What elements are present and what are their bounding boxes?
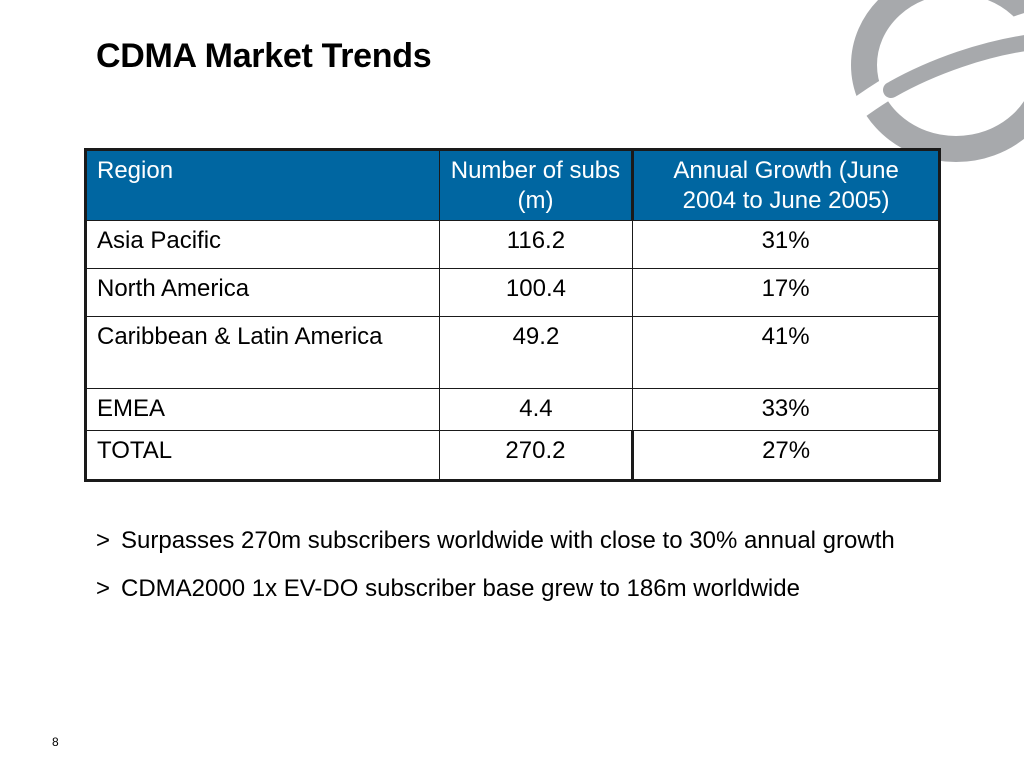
bullet-text: Surpasses 270m subscribers worldwide wit…	[121, 527, 895, 554]
region-cell: TOTAL	[84, 430, 440, 481]
table-row: Asia Pacific 116.2 31%	[84, 220, 941, 269]
growth-cell: 27%	[632, 430, 941, 481]
bullet-item: > CDMA2000 1x EV-DO subscriber base grew…	[96, 573, 896, 604]
table-row-total: TOTAL 270.2 27%	[84, 430, 941, 481]
region-cell: Caribbean & Latin America	[84, 316, 440, 389]
market-table: Region Number of subs (m) Annual Growth …	[84, 148, 941, 482]
subscribers-cell: 270.2	[438, 430, 635, 481]
growth-cell: 41%	[632, 316, 941, 389]
slide-title: CDMA Market Trends	[96, 37, 432, 75]
table-row: North America 100.4 17%	[84, 268, 941, 317]
growth-cell: 17%	[632, 268, 941, 317]
table-row: Caribbean & Latin America 49.2 41%	[84, 316, 941, 389]
subscribers-cell: 4.4	[438, 388, 634, 431]
header-annual-growth: Annual Growth (June 2004 to June 2005)	[632, 149, 941, 221]
table-header-row: Region Number of subs (m) Annual Growth …	[84, 149, 941, 221]
subscribers-cell: 116.2	[438, 220, 634, 269]
bullet-text: CDMA2000 1x EV-DO subscriber base grew t…	[121, 575, 800, 602]
growth-cell: 33%	[632, 388, 941, 431]
header-subscribers: Number of subs (m)	[438, 149, 635, 221]
bullet-marker: >	[96, 575, 111, 602]
region-cell: EMEA	[84, 388, 440, 431]
page-number: 8	[52, 735, 59, 749]
growth-cell: 31%	[632, 220, 941, 269]
bullet-item: > Surpasses 270m subscribers worldwide w…	[96, 525, 896, 556]
bullet-list: > Surpasses 270m subscribers worldwide w…	[96, 525, 896, 621]
region-cell: Asia Pacific	[84, 220, 440, 269]
region-cell: North America	[84, 268, 440, 317]
subscribers-cell: 100.4	[438, 268, 634, 317]
bullet-marker: >	[96, 527, 111, 554]
header-region: Region	[84, 149, 440, 221]
table-row: EMEA 4.4 33%	[84, 388, 941, 431]
subscribers-cell: 49.2	[438, 316, 634, 389]
company-logo-icon	[849, 0, 1024, 162]
